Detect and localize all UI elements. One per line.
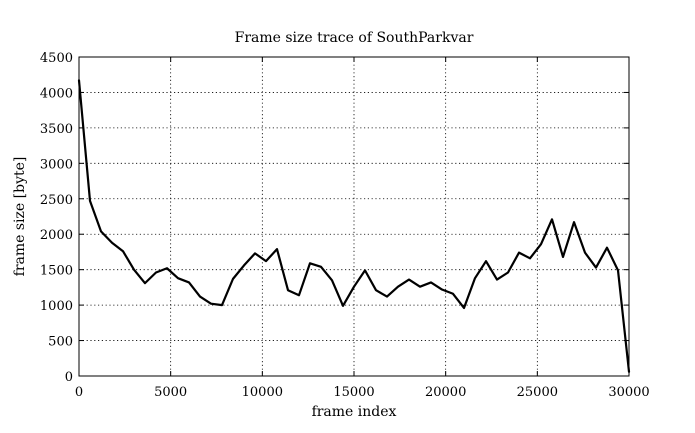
y-tick-label: 0 [65,370,73,385]
y-tick-label: 4500 [40,51,73,66]
x-tick-label: 15000 [333,385,374,400]
y-tick-label: 1500 [40,264,73,279]
y-tick-label: 3500 [40,122,73,137]
series-layer [77,79,631,373]
grid-lines [79,57,629,376]
y-tick-label: 2500 [40,193,73,208]
x-tick-label: 10000 [242,385,283,400]
x-tick-label: 30000 [608,385,649,400]
y-tick-label: 4000 [40,86,73,101]
x-tick-label: 5000 [154,385,187,400]
series-line [77,79,631,373]
y-tick-label: 500 [48,335,73,350]
y-tick-label: 2000 [40,228,73,243]
x-tick-label: 0 [75,385,83,400]
x-tick-label: 20000 [425,385,466,400]
y-tick-label: 1000 [40,299,73,314]
x-tick-label: 25000 [517,385,558,400]
y-axis-label: frame size [byte] [12,157,28,277]
axis-ticks: 0 5000 10000 15000 20000 25000 30000 0 500 1000 15… [40,51,650,400]
y-tick-label: 3000 [40,157,73,172]
x-axis-label: frame index [312,404,397,420]
chart-title: Frame size trace of SouthParkvar [235,30,474,46]
